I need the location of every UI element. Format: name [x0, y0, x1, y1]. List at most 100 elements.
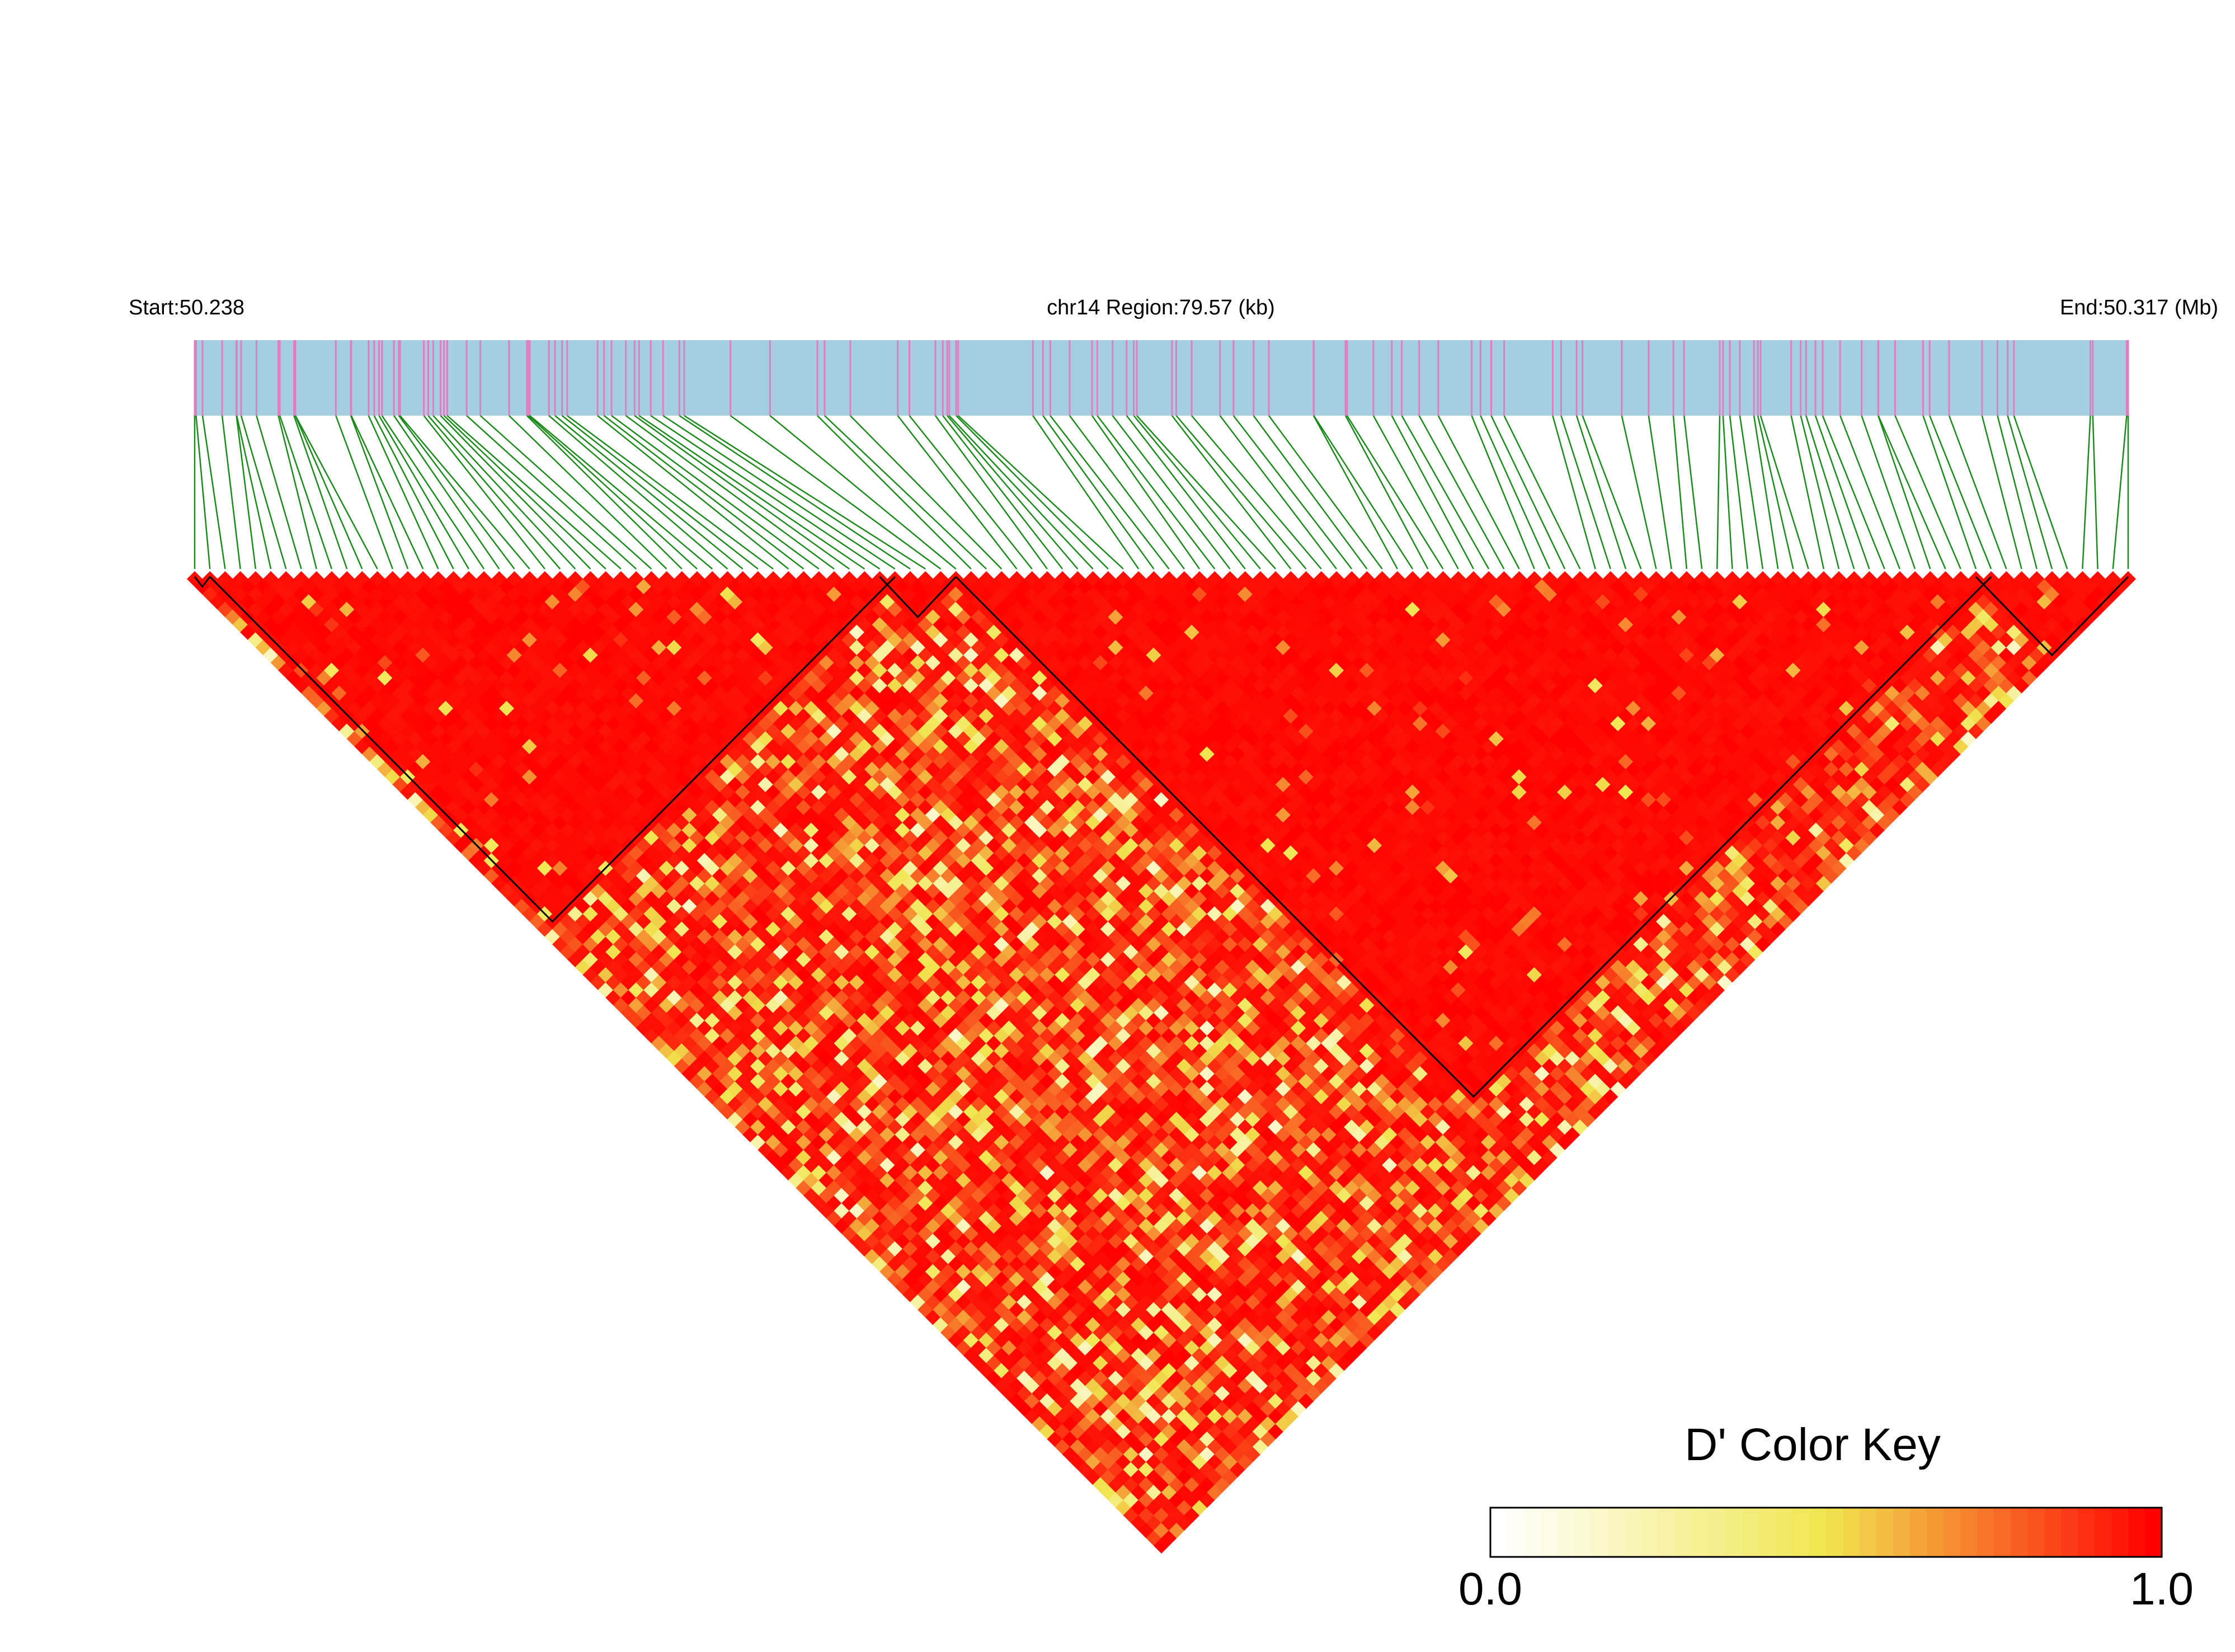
snp-connector [567, 415, 774, 570]
snp-connector [849, 415, 1003, 570]
snp-connector [1575, 415, 1627, 570]
snp-connector [1032, 415, 1140, 570]
snp-connector [2112, 415, 2128, 570]
snp-connector [509, 415, 667, 570]
snp-connector [479, 415, 652, 570]
snp-connector [817, 415, 972, 570]
snp-connector [769, 415, 957, 570]
snp-connector [638, 415, 865, 570]
snp-connector [1722, 415, 1733, 570]
snp-connector [350, 415, 424, 570]
snp-connector [1268, 415, 1383, 570]
snp-connector [1042, 415, 1155, 570]
snp-connector [378, 415, 469, 570]
snp-connector [2082, 415, 2091, 570]
snp-connector [443, 415, 606, 570]
snp-connector [1437, 415, 1520, 570]
snp-connector [368, 415, 439, 570]
snp-connector [948, 415, 1094, 570]
snp-connector [1716, 415, 1721, 570]
snp-connector [1800, 415, 1840, 570]
snp-connector [1582, 415, 1642, 570]
snp-connector [1480, 415, 1551, 570]
snp-connector [201, 415, 226, 570]
snp-connector-lines [194, 415, 2129, 570]
snp-connector [221, 415, 241, 570]
snp-connector [373, 415, 454, 570]
snp-connector [1861, 415, 1916, 570]
snp-connector [1136, 415, 1277, 570]
snp-connector [1097, 415, 1216, 570]
snp-connector [423, 415, 545, 570]
snp-connector [1648, 415, 1672, 570]
snp-connector [1814, 415, 1870, 570]
snp-connector [554, 415, 744, 570]
snp-connector [1503, 415, 1581, 570]
snp-connector [1191, 415, 1322, 570]
region-label: chr14 Region:79.57 (kb) [1047, 296, 1275, 319]
snp-connector [1490, 415, 1566, 570]
snp-connector [679, 415, 911, 570]
snp-connector [956, 415, 1109, 570]
snp-connector [1878, 415, 1931, 570]
snp-connector [1739, 415, 1764, 570]
start-label: Start:50.238 [129, 296, 244, 319]
snp-connector [528, 415, 698, 570]
snp-connector [293, 415, 348, 570]
snp-connector [1822, 415, 1885, 570]
snp-connector [1753, 415, 1779, 570]
snp-connector [2092, 415, 2098, 570]
snp-connector [611, 415, 820, 570]
snp-connector [1050, 415, 1170, 570]
snp-connector [335, 415, 393, 570]
snp-connector [1981, 415, 2022, 570]
snp-connector [1133, 415, 1261, 570]
snp-connector [1312, 415, 1398, 570]
snp-connector [350, 415, 409, 570]
snp-connector [236, 415, 272, 570]
snp-connector [1683, 415, 1703, 570]
snp-connector [1112, 415, 1231, 570]
snp-connector [1894, 415, 1961, 570]
snp-connector [1175, 415, 1307, 570]
snp-connector [1790, 415, 1824, 570]
snp-connector [1091, 415, 1201, 570]
snp-connector [1391, 415, 1474, 570]
snp-connector [1878, 415, 1946, 570]
snp-connector [1471, 415, 1535, 570]
snp-connector [561, 415, 759, 570]
snp-connector [195, 415, 211, 570]
snp-connector [1552, 415, 1596, 570]
snp-connector [1560, 415, 1611, 570]
snp-connector [1839, 415, 1900, 570]
end-label: End:50.317 (Mb) [2060, 296, 2218, 319]
snp-connector [1621, 415, 1657, 570]
snp-connector [1232, 415, 1353, 570]
snp-connector [427, 415, 561, 570]
snp-connector [2007, 415, 2053, 570]
snp-connector [597, 415, 789, 570]
snp-connector [1929, 415, 1992, 570]
snp-connector [942, 415, 1064, 570]
snp-ticks [194, 340, 2129, 416]
snp-connector [1313, 415, 1414, 570]
snp-connector [466, 415, 637, 570]
snp-connector [236, 415, 257, 570]
snp-connector [934, 415, 1048, 570]
snp-connector [730, 415, 942, 570]
snp-connector [432, 415, 576, 570]
snp-connector [1729, 415, 1748, 570]
snp-connector [1401, 415, 1490, 570]
ld-cells [186, 571, 2137, 1554]
snp-connector [381, 415, 485, 570]
snp-connector [548, 415, 728, 570]
snp-connector [662, 415, 896, 570]
snp-connector [1344, 415, 1429, 570]
snp-connector [279, 415, 333, 570]
snp-connector [440, 415, 591, 570]
snp-connector [277, 415, 317, 570]
snp-connector [294, 415, 363, 570]
snp-connector [399, 415, 530, 570]
snp-connector [2013, 415, 2068, 570]
